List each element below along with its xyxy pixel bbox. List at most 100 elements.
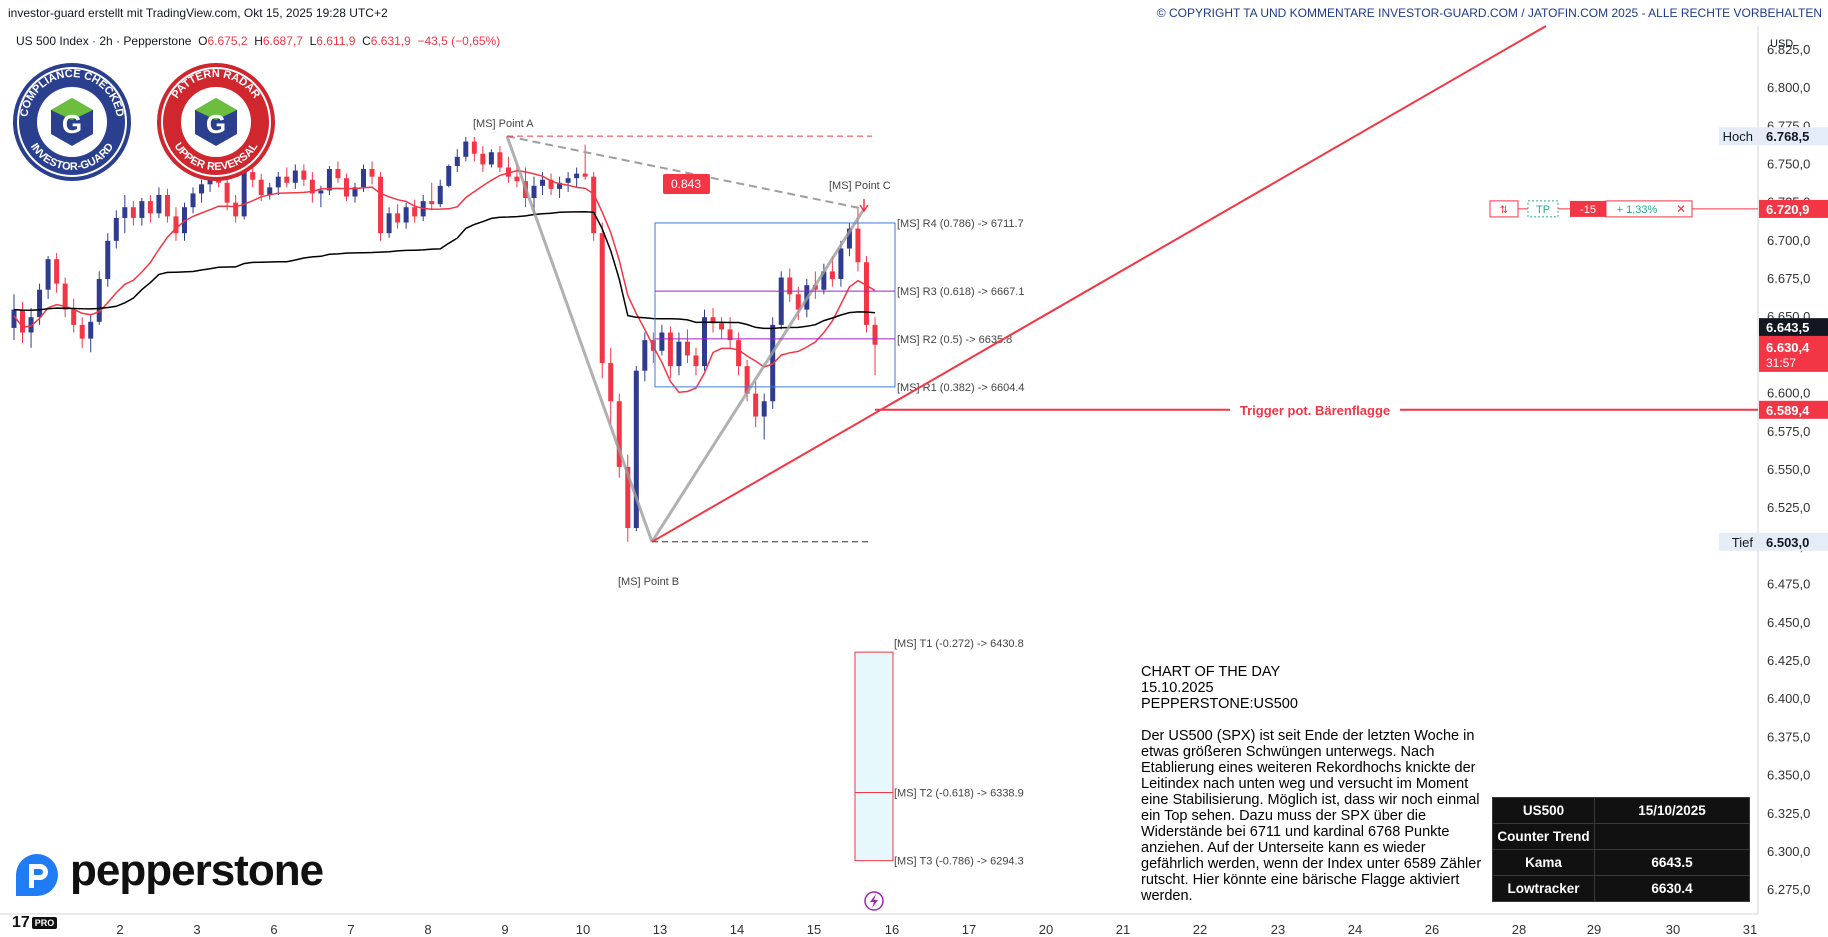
trigger-label-bg xyxy=(1230,401,1400,418)
table-row: US500 15/10/2025 xyxy=(1492,797,1750,824)
symbol-legend[interactable]: US 500 Index · 2h · Pepperstone O6.675,2… xyxy=(16,34,500,48)
candle xyxy=(778,271,784,330)
high-value: 6.687,7 xyxy=(262,34,303,48)
candle xyxy=(199,179,205,203)
price-label-kama-bg xyxy=(1759,318,1828,337)
candle-body xyxy=(28,317,34,333)
lightning-icon xyxy=(864,891,884,911)
candle-body xyxy=(667,332,673,367)
candle xyxy=(292,164,298,189)
badge-hex-top xyxy=(51,98,93,120)
open-label: O xyxy=(198,34,208,48)
candle xyxy=(113,210,119,249)
candle-body xyxy=(105,240,111,280)
position-qty: -15 xyxy=(1580,204,1596,216)
x-tick-label: 26 xyxy=(1425,922,1439,937)
pepperstone-logo-icon xyxy=(16,854,58,896)
candle xyxy=(105,233,111,287)
candle xyxy=(122,195,128,234)
badge-ring xyxy=(17,67,127,177)
indicator-table: US500 15/10/2025 Counter Trend Kama 6643.5… xyxy=(1492,797,1750,902)
candle-body xyxy=(62,283,68,310)
candle xyxy=(147,195,153,223)
candle-body xyxy=(79,324,85,339)
tradingview-logo[interactable]: 17 PRO xyxy=(12,914,58,932)
candle-body xyxy=(318,190,324,194)
price-label-trigger-bg xyxy=(1759,400,1828,419)
candle-body xyxy=(838,248,844,280)
candle-body xyxy=(233,202,239,217)
table-row: Counter Trend xyxy=(1492,823,1750,850)
candle-body xyxy=(156,195,162,214)
x-tick-label: 21 xyxy=(1116,922,1130,937)
candle-body xyxy=(54,259,60,284)
x-tick-label: 24 xyxy=(1348,922,1362,937)
low-value: 6.611,9 xyxy=(316,34,356,48)
x-tick-label: 23 xyxy=(1271,922,1285,937)
candle-body xyxy=(821,271,827,290)
candle xyxy=(488,149,494,168)
candle xyxy=(454,149,460,173)
candle xyxy=(565,172,571,192)
change-value: −43,5 (−0,65%) xyxy=(417,34,501,48)
candle xyxy=(531,176,537,214)
candle-body xyxy=(795,294,801,310)
copyright-text: © COPYRIGHT TA UND KOMMENTARE INVESTOR-G… xyxy=(1156,6,1822,20)
price-label-position-bg xyxy=(1759,199,1828,218)
candle-body xyxy=(863,262,869,325)
candle xyxy=(557,176,563,199)
candle-body xyxy=(258,179,264,195)
open-value: 6.675,2 xyxy=(207,34,248,48)
candle xyxy=(659,324,665,356)
target-level-label: [MS] T1 (-0.272) -> 6430.8 xyxy=(894,638,1024,650)
candle-body xyxy=(540,179,546,186)
price-label-low: 6.503,0 xyxy=(1766,535,1809,550)
candle xyxy=(309,172,315,203)
tp-button-label: TP xyxy=(1536,204,1550,216)
candle xyxy=(599,222,605,379)
candle xyxy=(403,202,409,229)
candle-body xyxy=(284,176,290,183)
candle-body xyxy=(591,176,597,234)
candle-body xyxy=(386,213,392,234)
candle xyxy=(676,332,682,376)
candle-body xyxy=(727,329,733,341)
candle-body xyxy=(599,233,605,364)
currency-label: USD xyxy=(1770,38,1793,50)
candle xyxy=(45,256,51,299)
harmonic-ac-dashed xyxy=(506,135,865,210)
y-tick-label: 6.800,0 xyxy=(1767,80,1810,95)
y-tick-label: 6.300,0 xyxy=(1767,844,1810,859)
candle xyxy=(505,156,511,183)
table-value: 6643.5 xyxy=(1594,849,1750,876)
tv-mark: 17 xyxy=(12,914,30,931)
pepperstone-wordmark: pepperstone xyxy=(70,846,324,895)
candle-body xyxy=(199,184,205,194)
candle xyxy=(20,301,26,344)
candle-body xyxy=(642,340,648,371)
candle-body xyxy=(45,259,51,290)
y-tick-label: 6.675,0 xyxy=(1767,271,1810,286)
x-tick-label: 20 xyxy=(1039,922,1053,937)
candle-body xyxy=(181,207,187,234)
table-key: Kama xyxy=(1492,849,1595,876)
candle xyxy=(548,173,554,195)
candle xyxy=(156,187,162,218)
candle xyxy=(369,161,375,185)
position-flip-icon xyxy=(1489,200,1519,218)
candle-body xyxy=(403,207,409,223)
candle-body xyxy=(616,401,622,467)
ascending-trendline xyxy=(651,25,1547,543)
retracement-level-label: [MS] R1 (0.382) -> 6604.4 xyxy=(897,382,1024,394)
candle xyxy=(574,167,580,188)
y-tick-label: 6.475,0 xyxy=(1767,577,1810,592)
ratio-badge-value: 0.843 xyxy=(671,177,701,191)
commentary-title: CHART OF THE DAY xyxy=(1141,664,1281,680)
candle-body xyxy=(463,141,469,157)
close-value: 6.631,9 xyxy=(370,34,411,48)
candle-body xyxy=(267,187,273,195)
point-b-label: [MS] Point B xyxy=(618,576,679,588)
candle xyxy=(395,204,401,229)
